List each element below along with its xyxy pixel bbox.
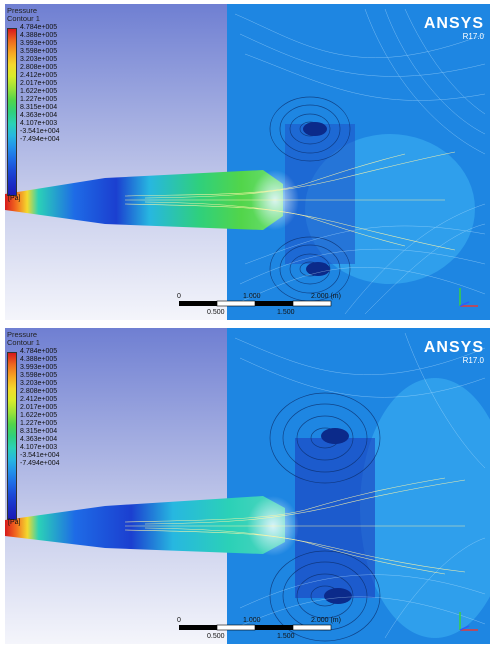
legend-title: Pressure: [7, 330, 38, 339]
logo-name: ANSYS: [423, 339, 484, 356]
legend-label: 2.808e+005: [20, 388, 58, 395]
scale-tick-label: 0: [177, 617, 181, 624]
simulation-view-bottom[interactable]: Pressure Contour 1 4.784e+005 4.388e+005…: [5, 328, 490, 644]
legend-label: 8.315e+004: [20, 104, 58, 111]
legend-label: 4.107e+003: [20, 120, 58, 127]
legend-labels: 4.784e+005 4.388e+005 3.993e+005 3.598e+…: [20, 24, 80, 144]
pressure-legend: Pressure Contour 1 4.784e+005 4.388e+005…: [7, 331, 77, 526]
legend-title: Pressure: [7, 6, 38, 15]
flow-viewport-top[interactable]: [5, 4, 490, 320]
axis-triad-icon: [459, 612, 478, 631]
legend-label: 3.598e+005: [20, 48, 58, 55]
scale-tick-label: 2.000 (m): [311, 293, 341, 300]
legend-label: 1.227e+005: [20, 96, 58, 103]
ansys-logo: ANSYS R17.0: [423, 15, 484, 42]
legend-label: 1.227e+005: [20, 420, 58, 427]
scale-segment: [179, 301, 217, 306]
scale-bar: 0 1.000 2.000 (m) 0.500 1.500: [177, 617, 341, 640]
scale-segment: [292, 300, 332, 307]
scale-tick-label: 1.000: [243, 293, 261, 300]
legend-subtitle: Contour 1: [7, 338, 40, 347]
scale-tick-label: 0.500: [207, 309, 225, 316]
scale-tick-label: 0.500: [207, 633, 225, 640]
scale-tick-label: 2.000 (m): [311, 617, 341, 624]
legend-label: 2.412e+005: [20, 72, 58, 79]
pressure-colorbar: [7, 28, 17, 196]
axis-triad-icon: [459, 288, 478, 307]
scale-bar: 0 1.000 2.000 (m) 0.500 1.500: [177, 293, 341, 316]
legend-label: -3.541e+004: [20, 128, 60, 135]
legend-label: 1.622e+005: [20, 412, 58, 419]
logo-version: R17.0: [462, 32, 484, 41]
legend-label: 4.784e+005: [20, 24, 58, 31]
legend-label: 2.017e+005: [20, 80, 58, 87]
legend-label: 2.808e+005: [20, 64, 58, 71]
logo-version: R17.0: [462, 356, 484, 365]
scale-tick-label: 1.000: [243, 617, 261, 624]
legend-label: 4.363e+004: [20, 436, 58, 443]
scale-tick-label: 1.500: [277, 309, 295, 316]
legend-label: 3.993e+005: [20, 364, 58, 371]
legend-label: 4.363e+004: [20, 112, 58, 119]
logo-name: ANSYS: [423, 15, 484, 32]
legend-label: 4.388e+005: [20, 32, 58, 39]
legend-label: 3.203e+005: [20, 380, 58, 387]
legend-label: -3.541e+004: [20, 452, 60, 459]
ansys-logo: ANSYS R17.0: [423, 339, 484, 366]
legend-label: -7.494e+004: [20, 136, 60, 143]
legend-subtitle: Contour 1: [7, 14, 40, 23]
legend-label: 4.107e+003: [20, 444, 58, 451]
legend-label: 4.388e+005: [20, 356, 58, 363]
scale-segment: [292, 624, 332, 631]
legend-labels: 4.784e+005 4.388e+005 3.993e+005 3.598e+…: [20, 348, 80, 468]
legend-label: 2.412e+005: [20, 396, 58, 403]
scale-tick-label: 1.500: [277, 633, 295, 640]
legend-label: 3.993e+005: [20, 40, 58, 47]
scale-segment: [255, 625, 293, 630]
scale-segment: [179, 625, 217, 630]
legend-label: 4.784e+005: [20, 348, 58, 355]
legend-label: -7.494e+004: [20, 460, 60, 467]
simulation-view-top[interactable]: Pressure Contour 1 4.784e+005 4.388e+005…: [5, 4, 490, 320]
legend-label: 3.598e+005: [20, 372, 58, 379]
scale-segment: [216, 624, 256, 631]
legend-label: 8.315e+004: [20, 428, 58, 435]
flow-viewport-bottom[interactable]: [5, 328, 490, 644]
scale-segment: [216, 300, 256, 307]
pressure-legend: Pressure Contour 1 4.784e+005 4.388e+005…: [7, 7, 77, 202]
legend-label: 1.622e+005: [20, 88, 58, 95]
legend-unit: [Pa]: [8, 195, 21, 202]
pressure-colorbar: [7, 352, 17, 520]
legend-label: 3.203e+005: [20, 56, 58, 63]
scale-segment: [255, 301, 293, 306]
scale-tick-label: 0: [177, 293, 181, 300]
legend-unit: [Pa]: [8, 519, 21, 526]
legend-label: 2.017e+005: [20, 404, 58, 411]
